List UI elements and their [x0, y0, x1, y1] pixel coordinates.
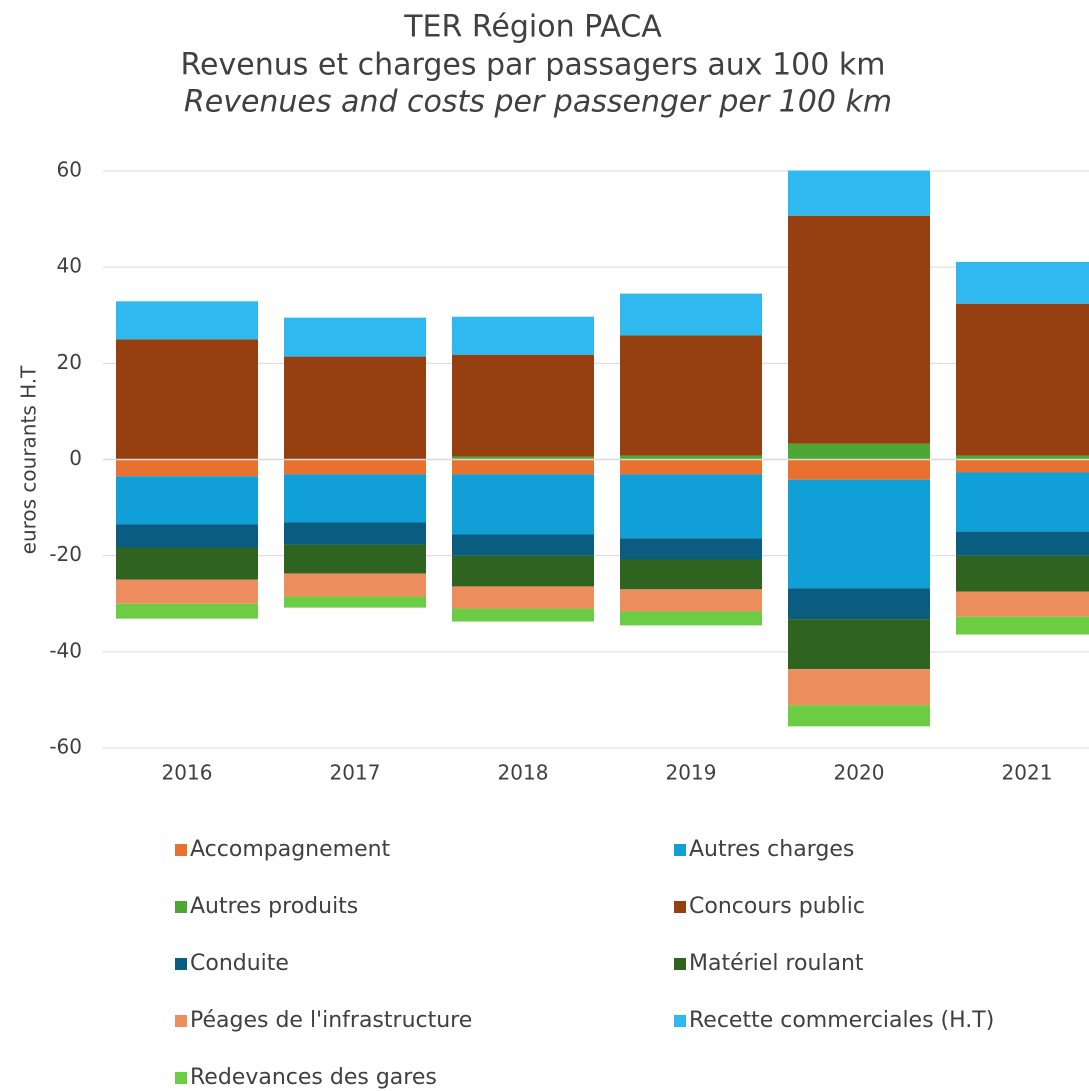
legend-label: Accompagnement — [190, 837, 391, 862]
bar-segment — [452, 459, 594, 475]
legend-swatch — [175, 1072, 187, 1084]
bar-segment — [452, 534, 594, 556]
legend-swatch — [175, 844, 187, 856]
bar-segment — [284, 573, 426, 597]
chart-title: TER Région PACA — [403, 10, 662, 45]
bar-segment — [452, 456, 594, 460]
bar-segment — [788, 479, 930, 589]
bar-segment — [788, 170, 930, 216]
bar-segment — [284, 596, 426, 608]
bar-segment — [620, 474, 762, 539]
bar-segment — [284, 356, 426, 460]
bar-segment — [620, 293, 762, 336]
bar-segment — [788, 619, 930, 670]
legend-swatch — [175, 958, 187, 970]
bar-segment — [956, 591, 1089, 617]
bar-segment — [116, 524, 258, 548]
bar-segment — [284, 317, 426, 357]
legend-swatch — [674, 844, 686, 856]
bar-segment — [284, 474, 426, 523]
y-tick-label: -40 — [49, 638, 82, 662]
y-tick-label: 60 — [57, 158, 82, 182]
bar-segment — [620, 611, 762, 626]
bar-segment — [788, 588, 930, 620]
legend-swatch — [674, 958, 686, 970]
bar-segment — [116, 339, 258, 460]
y-tick-label: 0 — [69, 446, 82, 470]
legend-label: Matériel roulant — [689, 951, 864, 976]
x-tick-label: 2016 — [162, 761, 213, 785]
chart-subtitle-en: Revenues and costs per passenger per 100… — [184, 85, 892, 120]
x-tick-label: 2019 — [666, 761, 717, 785]
y-tick-label: -20 — [49, 542, 82, 566]
y-tick-label: 40 — [57, 254, 82, 278]
legend-swatch — [175, 1015, 187, 1027]
bar-segment — [956, 455, 1089, 460]
legend-swatch — [674, 901, 686, 913]
bar-segment — [620, 538, 762, 560]
bar-segment — [788, 215, 930, 444]
bar-segment — [956, 261, 1089, 304]
legend-label: Conduite — [190, 951, 289, 976]
legend-label: Autres charges — [689, 837, 854, 862]
bar-segment — [956, 616, 1089, 635]
bar-segment — [620, 589, 762, 612]
bar-segment — [116, 301, 258, 340]
legend-swatch — [175, 901, 187, 913]
bar-segment — [788, 705, 930, 727]
legend-label: Autres produits — [190, 894, 358, 919]
x-tick-label: 2018 — [498, 761, 549, 785]
legend-swatch — [674, 1015, 686, 1027]
bar-segment — [116, 476, 258, 525]
chart-subtitle: Revenus et charges par passagers aux 100… — [181, 48, 886, 83]
bar-segment — [116, 547, 258, 580]
bar-segment — [788, 443, 930, 460]
x-tick-label: 2020 — [834, 761, 885, 785]
legend-label: Recette commerciales (H.T) — [689, 1008, 994, 1033]
bar-segment — [452, 586, 594, 609]
bar-segment — [956, 459, 1089, 473]
bar-segment — [956, 303, 1089, 456]
bar-segment — [956, 531, 1089, 556]
bar-segment — [116, 459, 258, 477]
x-tick-label: 2017 — [330, 761, 381, 785]
bar-segment — [956, 555, 1089, 592]
bar-segment — [284, 544, 426, 574]
bar-segment — [284, 522, 426, 545]
bar-segment — [116, 603, 258, 619]
bar-segment — [452, 354, 594, 457]
bar-segment — [284, 459, 426, 475]
x-tick-label: 2021 — [1002, 761, 1053, 785]
y-tick-label: -60 — [49, 735, 82, 759]
bar-segment — [452, 555, 594, 587]
bar-segment — [956, 472, 1089, 532]
bar-segment — [452, 316, 594, 355]
y-axis-label: euros courants H.T — [17, 365, 41, 555]
bar-segment — [452, 608, 594, 622]
bar-segment — [620, 335, 762, 456]
bar-segment — [788, 459, 930, 480]
bar-segment — [620, 459, 762, 475]
y-tick-label: 20 — [57, 350, 82, 374]
bar-segment — [620, 455, 762, 460]
bar-segment — [620, 559, 762, 590]
legend-label: Péages de l'infrastructure — [190, 1008, 472, 1033]
bar-segment — [452, 474, 594, 535]
legend-label: Redevances des gares — [190, 1065, 437, 1090]
legend-label: Concours public — [689, 894, 865, 919]
bar-segment — [116, 579, 258, 604]
bar-segment — [788, 669, 930, 706]
